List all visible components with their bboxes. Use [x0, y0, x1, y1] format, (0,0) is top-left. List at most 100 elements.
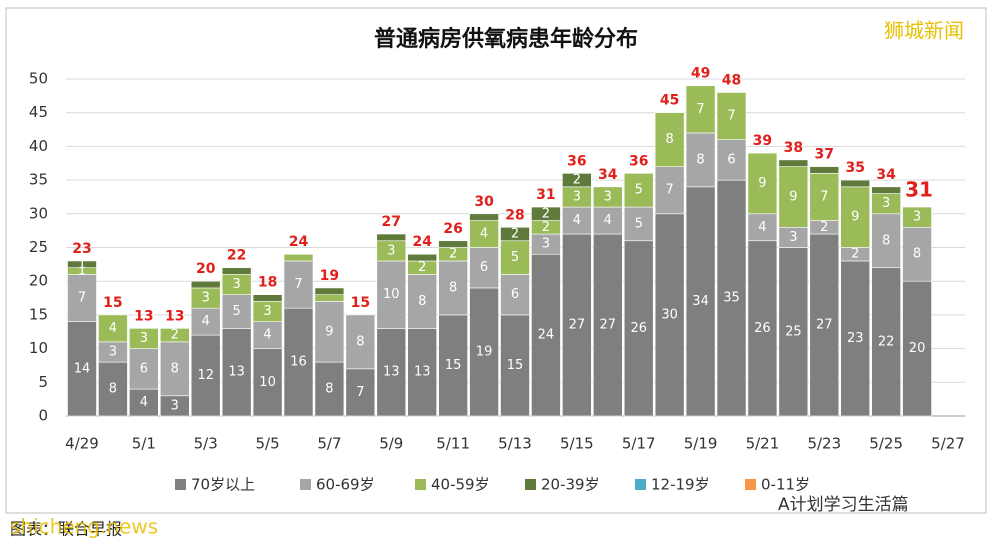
value-label: 19	[476, 344, 493, 359]
value-label: 25	[785, 324, 802, 339]
bar-segment	[562, 173, 592, 188]
x-tick-label: 5/11	[436, 435, 470, 453]
bar-segment	[314, 287, 345, 295]
value-label: 3	[913, 210, 921, 225]
legend-label: 0-11岁	[761, 476, 810, 494]
total-label: 48	[722, 72, 741, 88]
legend-swatch	[635, 479, 646, 490]
bar-segment	[252, 348, 283, 417]
bar-segment	[190, 334, 221, 417]
legend-label: 70岁以上	[191, 476, 255, 494]
total-label: 18	[258, 275, 277, 291]
bar-segment	[871, 267, 901, 417]
bar-segment	[716, 92, 747, 140]
total-label: 13	[134, 308, 153, 324]
value-label: 20	[909, 341, 926, 356]
bar-segment	[592, 206, 623, 235]
value-label: 4	[758, 220, 766, 235]
total-label: 36	[567, 153, 586, 169]
value-label: 13	[228, 365, 245, 380]
x-tick-label: 5/17	[622, 435, 656, 453]
value-label: 10	[259, 375, 276, 390]
bar-segment	[500, 274, 530, 316]
bar-segment	[221, 294, 252, 329]
value-label: 23	[847, 331, 864, 346]
x-tick-label: 5/19	[684, 435, 718, 453]
x-tick-label: 5/9	[379, 435, 403, 453]
value-label: 5	[635, 183, 643, 198]
value-label: 2	[171, 328, 179, 343]
bar-segment	[840, 179, 871, 188]
value-label: 24	[538, 328, 555, 343]
bar-segment	[345, 314, 376, 370]
y-tick-label: 5	[38, 373, 48, 391]
bar-segment	[902, 280, 932, 417]
value-label: 8	[696, 152, 704, 167]
value-label: 3	[789, 230, 797, 245]
value-label: 2	[449, 247, 457, 262]
value-label: 9	[325, 324, 333, 339]
value-label: 5	[511, 250, 519, 265]
value-label: 30	[661, 307, 678, 322]
value-label: 3	[604, 189, 612, 204]
y-tick-label: 15	[29, 305, 48, 323]
y-tick-label: 0	[38, 407, 48, 425]
value-label: 3	[387, 243, 395, 258]
bar-segment	[840, 186, 871, 248]
value-label: 6	[511, 287, 519, 302]
value-label: 7	[820, 189, 828, 204]
value-label: 16	[290, 355, 307, 370]
bar-segment	[98, 314, 128, 343]
bar-segment	[500, 226, 530, 242]
bar-segment	[902, 226, 932, 282]
value-label: 8	[356, 334, 364, 349]
y-tick-label: 30	[29, 204, 48, 222]
bar-segment	[129, 348, 159, 390]
value-label: 13	[383, 365, 400, 380]
bar-segment	[500, 314, 530, 417]
bar-segment	[159, 341, 190, 397]
value-label: 3	[140, 331, 148, 346]
value-label: 12	[197, 368, 214, 383]
bar-segment	[623, 206, 654, 242]
bar-segment	[562, 206, 592, 235]
value-label: 3	[171, 398, 179, 413]
value-label: 2	[820, 220, 828, 235]
value-label: 27	[600, 318, 617, 333]
bar-segment	[283, 253, 314, 262]
watermark: 狮城新闻	[884, 19, 964, 43]
value-label: 1	[78, 264, 86, 279]
value-label: 6	[480, 260, 488, 275]
bar-segment	[871, 186, 901, 194]
bar-segment	[623, 173, 654, 208]
value-label: 8	[109, 382, 117, 397]
total-label: 13	[165, 308, 184, 324]
value-label: 6	[727, 152, 735, 167]
value-label: 6	[140, 361, 148, 376]
bar-segment	[562, 233, 592, 417]
bar-segment	[469, 213, 499, 221]
x-tick-label: 4/29	[65, 435, 99, 453]
value-label: 3	[882, 196, 890, 211]
y-tick-label: 25	[29, 238, 48, 256]
bar-segment	[221, 267, 252, 275]
legend-swatch	[415, 479, 426, 490]
bar-segment	[871, 213, 901, 269]
bar-segment	[129, 328, 159, 349]
legend-swatch	[300, 479, 311, 490]
total-label: 31	[905, 178, 933, 202]
bar-segment	[902, 206, 932, 228]
value-label: 4	[573, 213, 581, 228]
value-label: 26	[754, 321, 771, 336]
bar-segment	[531, 253, 561, 417]
value-label: 8	[449, 280, 457, 295]
value-label: 9	[851, 210, 859, 225]
value-label: 27	[569, 318, 586, 333]
wechat-label: A计划学习生活篇	[778, 495, 909, 515]
total-label: 30	[474, 194, 494, 210]
value-label: 4	[202, 314, 210, 329]
total-label: 19	[320, 268, 339, 284]
total-label: 39	[753, 133, 772, 149]
value-label: 2	[542, 206, 550, 221]
total-label: 31	[536, 187, 555, 203]
